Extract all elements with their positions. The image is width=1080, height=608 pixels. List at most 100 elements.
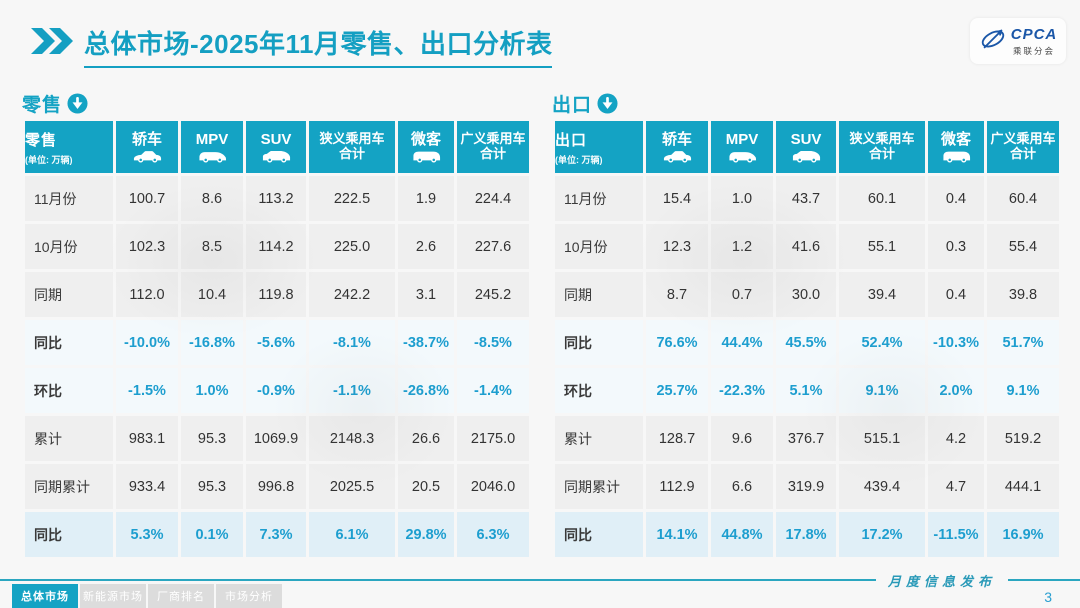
cell: 2.6 — [398, 224, 454, 269]
section-label-retail: 零售 — [22, 94, 63, 116]
row-label: 同期累计 — [25, 464, 113, 509]
cell: 8.5 — [181, 224, 243, 269]
cell: 43.7 — [776, 176, 836, 221]
cell: 55.4 — [987, 224, 1059, 269]
col-label: 轿车 — [131, 130, 162, 148]
cell: 227.6 — [457, 224, 529, 269]
cell: -38.7% — [398, 320, 454, 365]
row-label: 同期累计 — [555, 464, 643, 509]
cell: 26.6 — [398, 416, 454, 461]
col-header-broad-pv-total: 广义乘用车 合计 — [457, 121, 529, 173]
footer-tab-1[interactable]: 新能源市场 — [80, 584, 146, 608]
circle-down-arrow-icon — [597, 92, 618, 114]
col-label: 狭义乘用车 合计 — [319, 131, 385, 161]
row-label: 11月份 — [555, 176, 643, 221]
export-section: 出口 出口 (单位: 万辆) 轿车 MPV SUV 狭义乘用车 合计 微客 广义乘用车 合计 11月份… — [552, 90, 1062, 560]
cell: -10.0% — [116, 320, 178, 365]
sedan-icon — [133, 151, 161, 163]
cell: -8.5% — [457, 320, 529, 365]
cell: -1.4% — [457, 368, 529, 413]
cell: 6.6 — [711, 464, 773, 509]
cell: 112.9 — [646, 464, 708, 509]
logo-name: CPCA — [1010, 25, 1058, 43]
footer-divider — [0, 579, 1080, 581]
cell: 113.2 — [246, 176, 306, 221]
section-header-retail: 零售 — [22, 90, 532, 116]
cell: 1.0% — [181, 368, 243, 413]
double-chevron-icon — [30, 26, 74, 61]
cell: 245.2 — [457, 272, 529, 317]
row-label: 环比 — [25, 368, 113, 413]
footer-tab-0[interactable]: 总体市场 — [12, 584, 78, 608]
table-row: 11月份 15.4 1.0 43.7 60.1 0.4 60.4 — [555, 176, 1059, 221]
corner-title: 出口 — [555, 131, 588, 149]
cell: 2025.5 — [309, 464, 395, 509]
col-header-narrow-pv-total: 狭义乘用车 合计 — [839, 121, 925, 173]
cell: 224.4 — [457, 176, 529, 221]
cell: 10.4 — [181, 272, 243, 317]
cell: 6.3% — [457, 512, 529, 557]
cell: 242.2 — [309, 272, 395, 317]
cell: -16.8% — [181, 320, 243, 365]
cell: 76.6% — [646, 320, 708, 365]
col-label: 广义乘用车 合计 — [990, 131, 1056, 161]
table-row: 同比 -10.0% -16.8% -5.6% -8.1% -38.7% -8.5% — [25, 320, 529, 365]
cell: 933.4 — [116, 464, 178, 509]
cell: 519.2 — [987, 416, 1059, 461]
footer-tab-2[interactable]: 厂商排名 — [148, 584, 214, 608]
row-label: 同比 — [555, 512, 643, 557]
cell: 39.4 — [839, 272, 925, 317]
cell: 8.6 — [181, 176, 243, 221]
table-row: 11月份 100.7 8.6 113.2 222.5 1.9 224.4 — [25, 176, 529, 221]
corner-unit: (单位: 万辆) — [555, 154, 603, 165]
row-label: 10月份 — [25, 224, 113, 269]
cell: 12.3 — [646, 224, 708, 269]
col-label: SUV — [260, 130, 292, 148]
cell: 16.9% — [987, 512, 1059, 557]
page-number: 3 — [1044, 589, 1052, 605]
van-icon — [942, 151, 970, 163]
cell: 1.2 — [711, 224, 773, 269]
mpv-icon — [198, 152, 226, 163]
col-header-broad-pv-total: 广义乘用车 合计 — [987, 121, 1059, 173]
cell: -22.3% — [711, 368, 773, 413]
cell: 17.8% — [776, 512, 836, 557]
col-label: 广义乘用车 合计 — [460, 131, 526, 161]
cell: 439.4 — [839, 464, 925, 509]
cell: 41.6 — [776, 224, 836, 269]
retail-section: 零售 零售 (单位: 万辆) 轿车 MPV SUV 狭义乘用车 合计 微客 广义乘用车 合计 11月份… — [22, 90, 532, 560]
cell: 44.4% — [711, 320, 773, 365]
col-header-minivan: 微客 — [928, 121, 984, 173]
table-row: 累计 128.7 9.6 376.7 515.1 4.2 519.2 — [555, 416, 1059, 461]
cell: -0.9% — [246, 368, 306, 413]
row-label: 环比 — [555, 368, 643, 413]
table-row: 同期累计 933.4 95.3 996.8 2025.5 20.5 2046.0 — [25, 464, 529, 509]
cell: 95.3 — [181, 416, 243, 461]
cell: 7.3% — [246, 512, 306, 557]
corner-header-export: 出口 (单位: 万辆) — [555, 121, 643, 173]
cell: -1.5% — [116, 368, 178, 413]
cell: 119.8 — [246, 272, 306, 317]
footer-tab-3[interactable]: 市场分析 — [216, 584, 282, 608]
export-table: 出口 (单位: 万辆) 轿车 MPV SUV 狭义乘用车 合计 微客 广义乘用车 合计 11月份 15… — [552, 118, 1062, 560]
page-header: 总体市场-2025年11月零售、出口分析表 — [30, 24, 950, 68]
cell: 25.7% — [646, 368, 708, 413]
cell: 1069.9 — [246, 416, 306, 461]
page-title: 总体市场-2025年11月零售、出口分析表 — [84, 24, 553, 68]
cell: 95.3 — [181, 464, 243, 509]
cell: 51.7% — [987, 320, 1059, 365]
col-header-narrow-pv-total: 狭义乘用车 合计 — [309, 121, 395, 173]
cell: 983.1 — [116, 416, 178, 461]
cell: 444.1 — [987, 464, 1059, 509]
suv-icon — [262, 151, 290, 163]
suv-icon — [792, 151, 820, 163]
row-label: 11月份 — [25, 176, 113, 221]
cell: 3.1 — [398, 272, 454, 317]
cell: 515.1 — [839, 416, 925, 461]
table-row: 同期累计 112.9 6.6 319.9 439.4 4.7 444.1 — [555, 464, 1059, 509]
cpca-swoosh-icon — [979, 25, 1007, 58]
cell: 114.2 — [246, 224, 306, 269]
cell: 9.1% — [987, 368, 1059, 413]
cell: 0.3 — [928, 224, 984, 269]
